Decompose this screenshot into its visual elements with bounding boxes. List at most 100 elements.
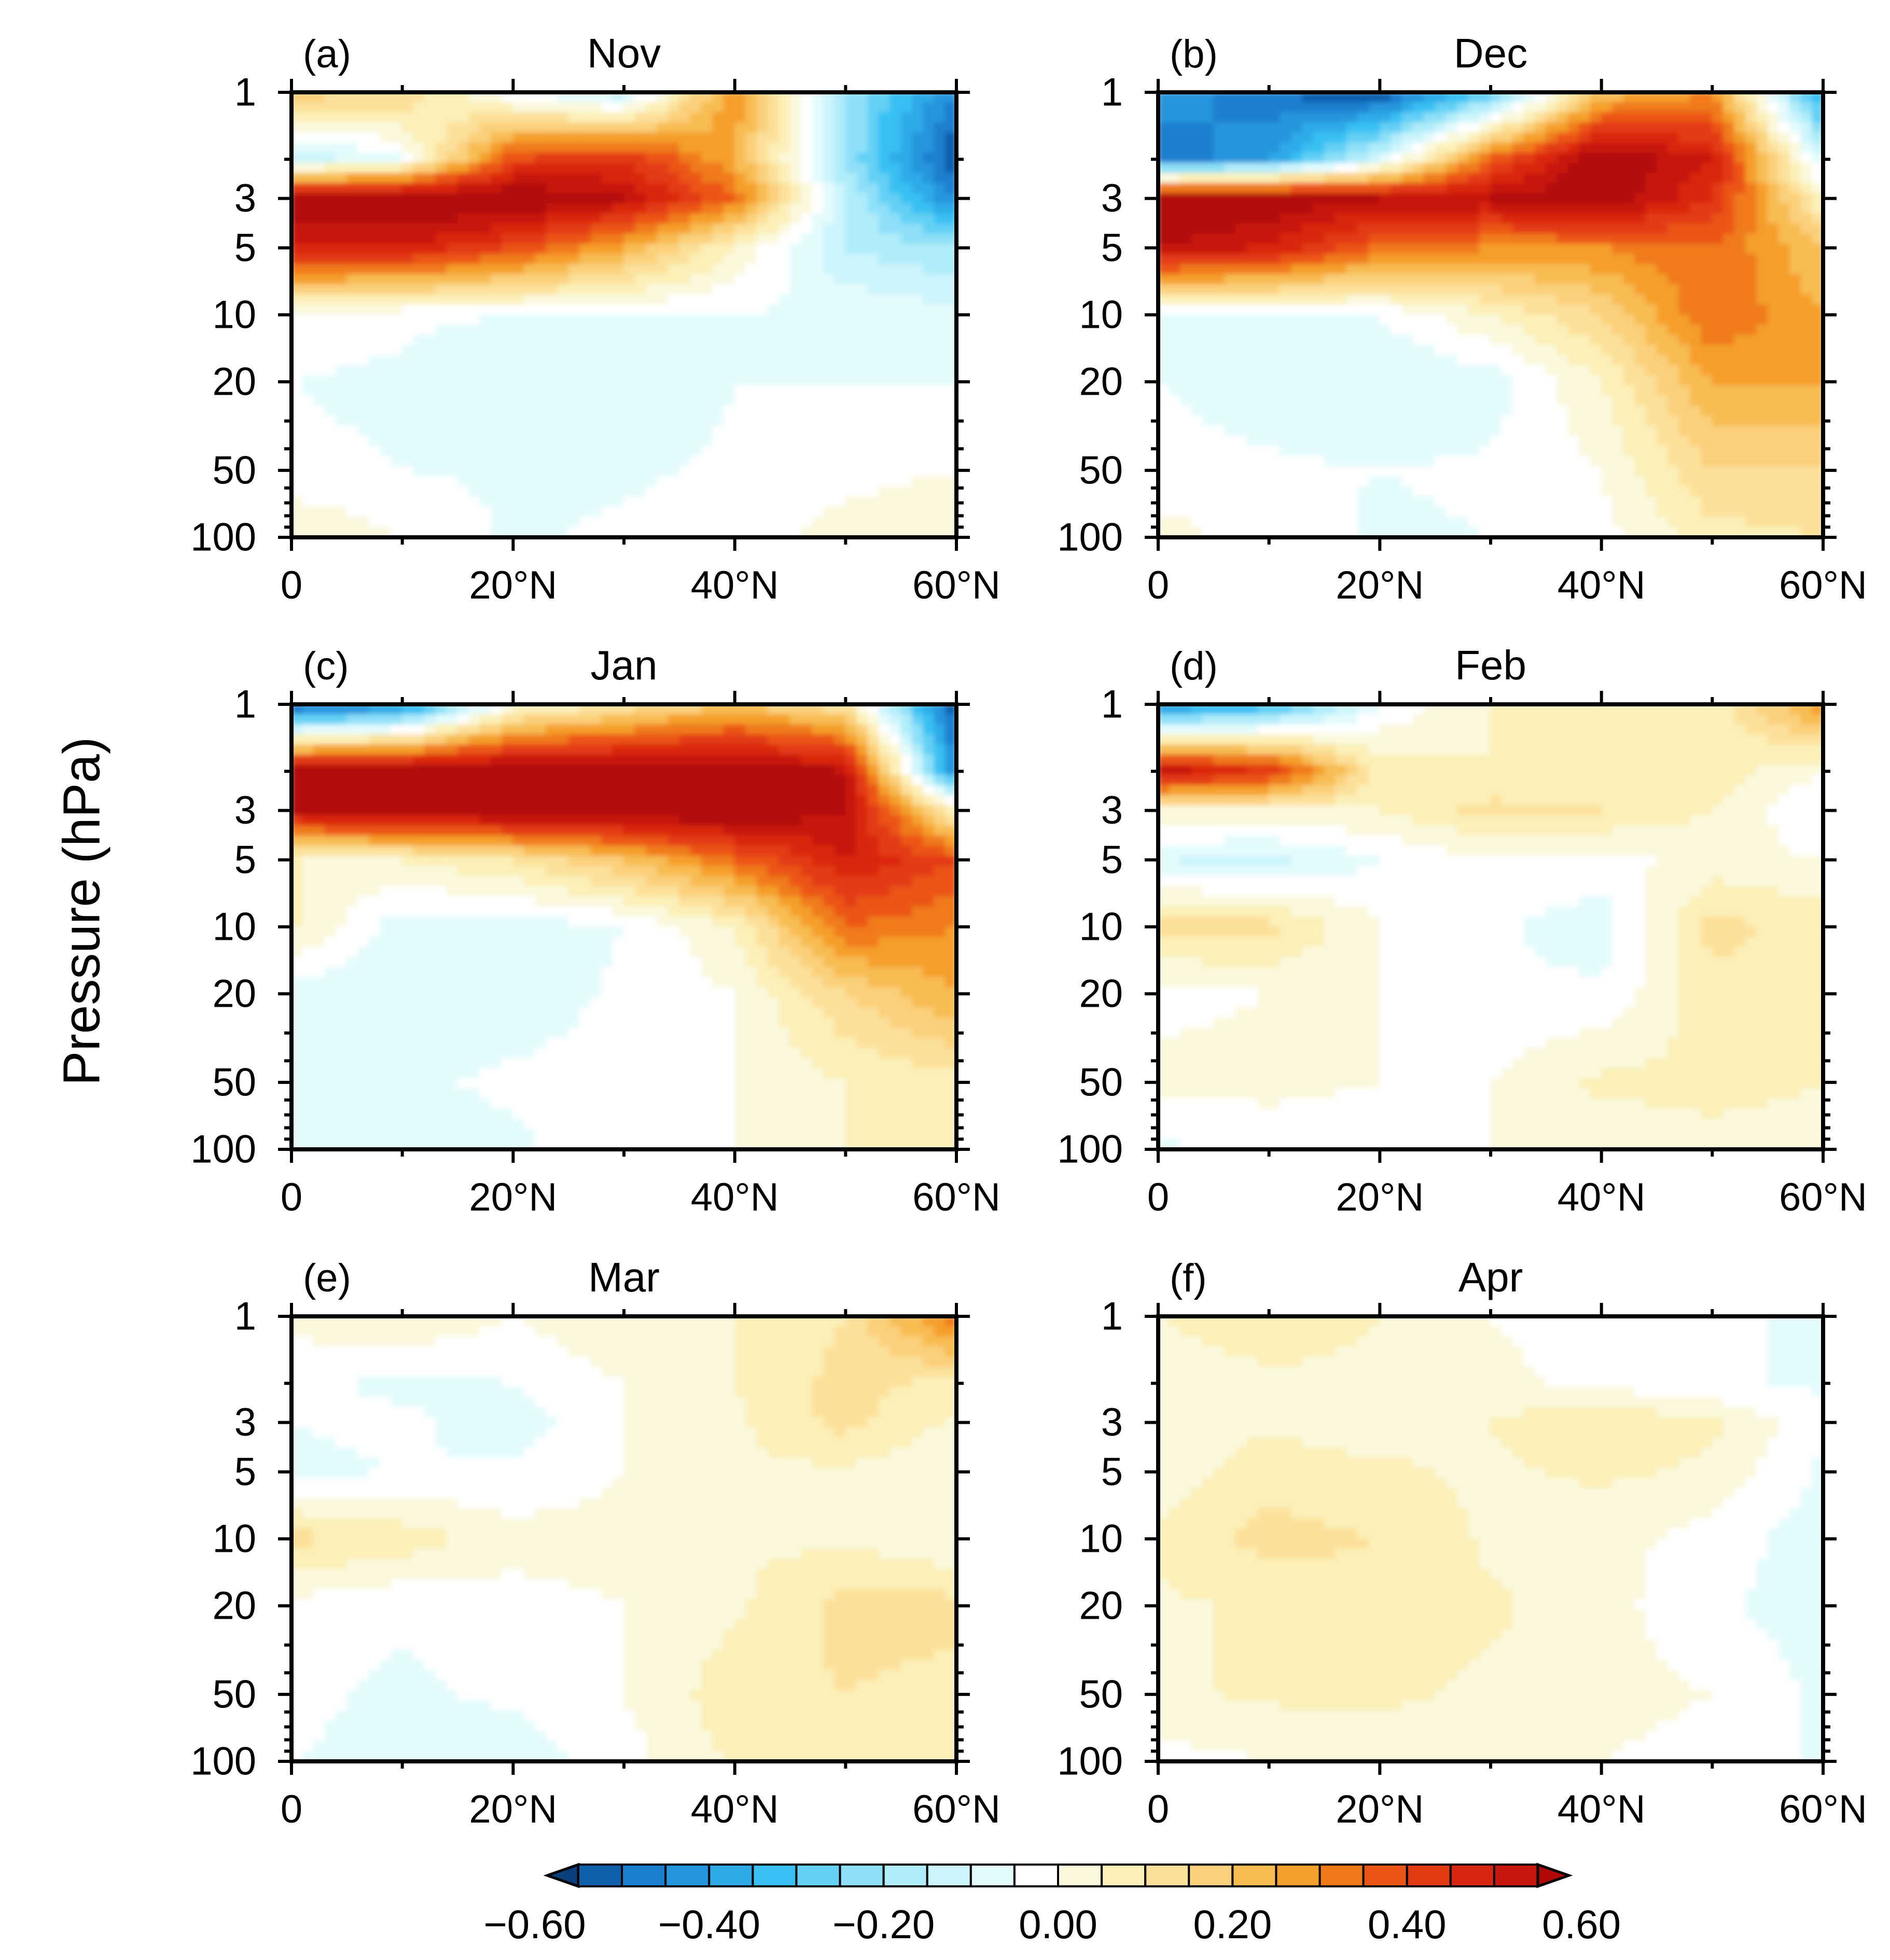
cell <box>380 385 392 396</box>
cell <box>1169 456 1181 467</box>
cell <box>1401 425 1414 437</box>
cell <box>723 102 735 113</box>
cell <box>856 284 868 295</box>
cell <box>546 405 558 416</box>
cell <box>1391 456 1402 467</box>
cell <box>657 466 669 477</box>
cell <box>945 263 956 275</box>
cell <box>1778 243 1790 255</box>
cell <box>690 173 702 184</box>
cell <box>634 92 647 103</box>
cell <box>823 213 835 225</box>
cell <box>1701 294 1713 305</box>
cell <box>1191 183 1203 194</box>
cell <box>856 183 868 194</box>
cell <box>1202 355 1214 366</box>
cell <box>890 233 901 245</box>
cell <box>468 304 480 315</box>
cell <box>313 517 325 528</box>
cell <box>1357 223 1369 234</box>
cell <box>779 173 791 184</box>
cell <box>324 243 337 255</box>
cell <box>1302 365 1314 376</box>
cell <box>679 375 691 386</box>
cell <box>934 223 946 234</box>
cell <box>1590 183 1602 194</box>
cell <box>335 294 348 305</box>
cell <box>856 102 868 113</box>
cell <box>1568 335 1580 346</box>
cell <box>1557 92 1569 103</box>
cell <box>1191 304 1203 315</box>
cell <box>335 233 348 245</box>
cell <box>900 395 913 407</box>
cell <box>1191 344 1203 356</box>
cell <box>789 517 802 528</box>
cell <box>313 385 325 396</box>
cell <box>1357 243 1369 255</box>
cell <box>1690 142 1702 154</box>
cell <box>1424 254 1436 265</box>
cell <box>923 476 935 488</box>
cell <box>468 375 480 386</box>
cell <box>779 243 791 255</box>
cell <box>1479 173 1491 184</box>
cell <box>413 193 425 204</box>
cell <box>1523 385 1536 396</box>
cell <box>1612 466 1624 477</box>
cell <box>890 415 901 427</box>
cell <box>779 324 791 336</box>
cell <box>1745 395 1757 407</box>
cell <box>768 233 780 245</box>
cell <box>1745 254 1757 265</box>
cell <box>502 183 513 194</box>
cell <box>867 112 880 123</box>
cell <box>357 506 370 518</box>
cell <box>867 466 880 477</box>
cell <box>524 456 536 467</box>
cell <box>1169 375 1181 386</box>
cell <box>546 355 558 366</box>
cell <box>1391 365 1402 376</box>
cell <box>1523 284 1536 295</box>
cell <box>878 365 891 376</box>
cell <box>1523 436 1536 447</box>
cell <box>424 405 436 416</box>
cell <box>934 496 946 508</box>
cell <box>690 335 702 346</box>
cell <box>512 486 525 497</box>
cell <box>867 526 880 537</box>
cell <box>657 233 669 245</box>
cell <box>335 365 348 376</box>
cell <box>1778 344 1790 356</box>
cell <box>446 344 458 356</box>
cell <box>657 102 669 113</box>
cell <box>701 112 713 123</box>
cell <box>734 112 746 123</box>
cell <box>1568 355 1580 366</box>
cell <box>1191 476 1203 488</box>
cell <box>335 304 348 315</box>
cell <box>1601 415 1613 427</box>
cell <box>1667 355 1679 366</box>
cell <box>657 243 669 255</box>
cell <box>1468 304 1480 315</box>
cell <box>1280 466 1291 477</box>
cell <box>934 173 946 184</box>
cell <box>789 152 802 164</box>
cell <box>867 173 880 184</box>
cell <box>1446 314 1458 326</box>
cell <box>568 162 580 174</box>
cell <box>590 274 602 285</box>
cell <box>1789 102 1801 113</box>
cell <box>1412 92 1425 103</box>
cell <box>690 122 702 133</box>
cell <box>878 102 891 113</box>
cell <box>579 506 591 518</box>
cell <box>1579 173 1591 184</box>
cell <box>712 335 724 346</box>
cell <box>1546 395 1558 407</box>
cell <box>1534 132 1547 144</box>
cell <box>1335 112 1347 123</box>
cell <box>302 92 314 103</box>
